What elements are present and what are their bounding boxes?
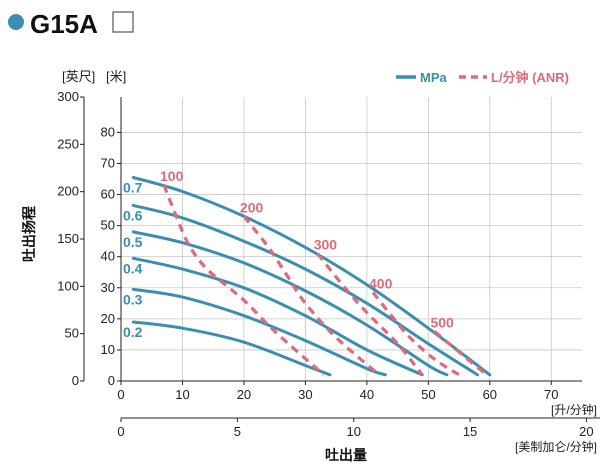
y-tick-label-meters: 50 [101, 218, 115, 233]
pressure-curve-0.2 [131, 320, 332, 377]
y-tick-label-meters: 30 [101, 280, 115, 295]
pressure-curve-0.6 [131, 203, 479, 377]
x-tick-label-lpm: 60 [483, 387, 497, 402]
y-tick-label-meters: 70 [101, 155, 115, 170]
pressure-label-0.4: 0.4 [123, 260, 143, 276]
air-label-300: 300 [314, 237, 338, 253]
x-tick-label-gpm: 0 [117, 424, 124, 439]
pressure-curve-0.5 [131, 230, 449, 377]
air-curve-100 [162, 184, 325, 376]
x-tick-label-gpm: 15 [463, 424, 477, 439]
y-axis-title: 吐出扬程 [21, 206, 37, 262]
pressure-curve-0.7 [131, 176, 492, 377]
x-tick-label-lpm: 40 [360, 387, 374, 402]
air-curve-300 [316, 252, 424, 376]
x-tick-label-lpm: 70 [544, 387, 558, 402]
y-tick-label-feet: 300 [57, 89, 79, 104]
y-tick-label-feet: 0 [72, 373, 79, 388]
title-dot-icon [8, 14, 24, 30]
y-tick-label-feet: 100 [57, 278, 79, 293]
x-tick-label-lpm: 30 [298, 387, 312, 402]
pressure-label-0.5: 0.5 [123, 234, 143, 250]
x-tick-label-gpm: 5 [234, 424, 241, 439]
x-axis-unit-gpm: [美制加仑/分钟] [515, 439, 597, 454]
legend: MPa L/分钟 (ANR) [396, 70, 569, 85]
pressure-label-0.7: 0.7 [123, 179, 143, 195]
y-tick-label-meters: 40 [101, 249, 115, 264]
model-title: G15A [30, 9, 98, 39]
y-tick-label-meters: 10 [101, 342, 115, 357]
x-tick-label-gpm: 10 [346, 424, 360, 439]
y-tick-label-feet: 200 [57, 184, 79, 199]
legend-mpa-label: MPa [420, 70, 448, 85]
x-tick-label-gpm: 20 [579, 424, 593, 439]
x-tick-label-lpm: 10 [175, 387, 189, 402]
y-axis-unit-feet: [英尺] [62, 69, 95, 84]
legend-air-label: L/分钟 (ANR) [491, 70, 569, 85]
pressure-curve-0.3 [131, 287, 387, 377]
air-curve-500 [433, 330, 488, 377]
y-axis-unit-meters: [米] [106, 69, 126, 84]
grid [121, 97, 582, 381]
checkbox-icon [112, 11, 134, 33]
y-tick-label-feet: 250 [57, 136, 79, 151]
x-axis-unit-lpm: [升/分钟] [551, 402, 597, 417]
pressure-label-0.6: 0.6 [123, 207, 143, 223]
x-tick-label-lpm: 50 [421, 387, 435, 402]
series-labels: 0.7 0.6 0.5 0.4 0.3 0.2 100 200 300 400 500 [123, 168, 454, 340]
y-tick-label-meters: 60 [101, 187, 115, 202]
air-label-200: 200 [240, 199, 264, 215]
y-tick-label-meters: 20 [101, 311, 115, 326]
pressure-label-0.3: 0.3 [123, 291, 143, 307]
air-curve-400 [371, 291, 460, 377]
y-tick-label-meters: 80 [101, 124, 115, 139]
x-tick-label-lpm: 20 [237, 387, 251, 402]
air-label-400: 400 [369, 275, 393, 291]
y-tick-label-feet: 150 [57, 231, 79, 246]
air-label-100: 100 [160, 168, 184, 184]
air-label-500: 500 [430, 314, 454, 330]
y-tick-label-meters: 0 [108, 373, 115, 388]
pressure-curve-0.4 [131, 256, 424, 377]
y-tick-label-feet: 50 [65, 326, 79, 341]
air-curve-200 [242, 215, 381, 377]
pressure-label-0.2: 0.2 [123, 324, 143, 340]
series [131, 176, 492, 377]
x-tick-label-lpm: 0 [117, 387, 124, 402]
x-axis-title: 吐出量 [325, 447, 367, 463]
